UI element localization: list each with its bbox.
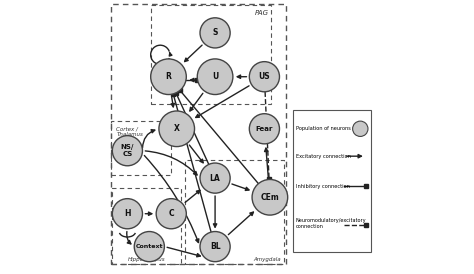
- Text: PAG: PAG: [255, 10, 268, 16]
- Text: H: H: [124, 209, 131, 218]
- Circle shape: [353, 121, 368, 136]
- Text: Excitatory connection: Excitatory connection: [296, 154, 351, 159]
- Text: U: U: [212, 72, 218, 81]
- Circle shape: [159, 111, 194, 147]
- Text: Cortex /
Thalamus: Cortex / Thalamus: [117, 126, 143, 137]
- Text: NS/
CS: NS/ CS: [121, 144, 134, 157]
- Text: Amygdala: Amygdala: [253, 257, 281, 262]
- Text: Context: Context: [136, 244, 163, 249]
- Circle shape: [252, 179, 288, 215]
- Circle shape: [151, 59, 186, 95]
- Circle shape: [200, 163, 230, 193]
- Circle shape: [200, 232, 230, 262]
- Circle shape: [249, 62, 280, 92]
- Text: LA: LA: [210, 174, 220, 182]
- Text: Hippocampus: Hippocampus: [128, 257, 165, 262]
- Text: US: US: [259, 72, 270, 81]
- Text: C: C: [168, 209, 174, 218]
- Text: Population of neurons: Population of neurons: [296, 126, 351, 131]
- Text: CEm: CEm: [261, 193, 279, 202]
- Circle shape: [249, 114, 280, 144]
- Text: Neuromodulatory/excitatory
connection: Neuromodulatory/excitatory connection: [296, 218, 366, 229]
- Text: S: S: [212, 28, 218, 37]
- Text: R: R: [165, 72, 172, 81]
- Text: Fear: Fear: [255, 126, 273, 132]
- FancyBboxPatch shape: [293, 110, 371, 252]
- Circle shape: [112, 136, 143, 166]
- Circle shape: [112, 199, 143, 229]
- Text: X: X: [174, 124, 180, 133]
- Circle shape: [156, 199, 186, 229]
- Text: BL: BL: [210, 242, 220, 251]
- Circle shape: [200, 18, 230, 48]
- Text: Inhibitory connection: Inhibitory connection: [296, 184, 350, 189]
- Circle shape: [197, 59, 233, 95]
- Circle shape: [134, 232, 164, 262]
